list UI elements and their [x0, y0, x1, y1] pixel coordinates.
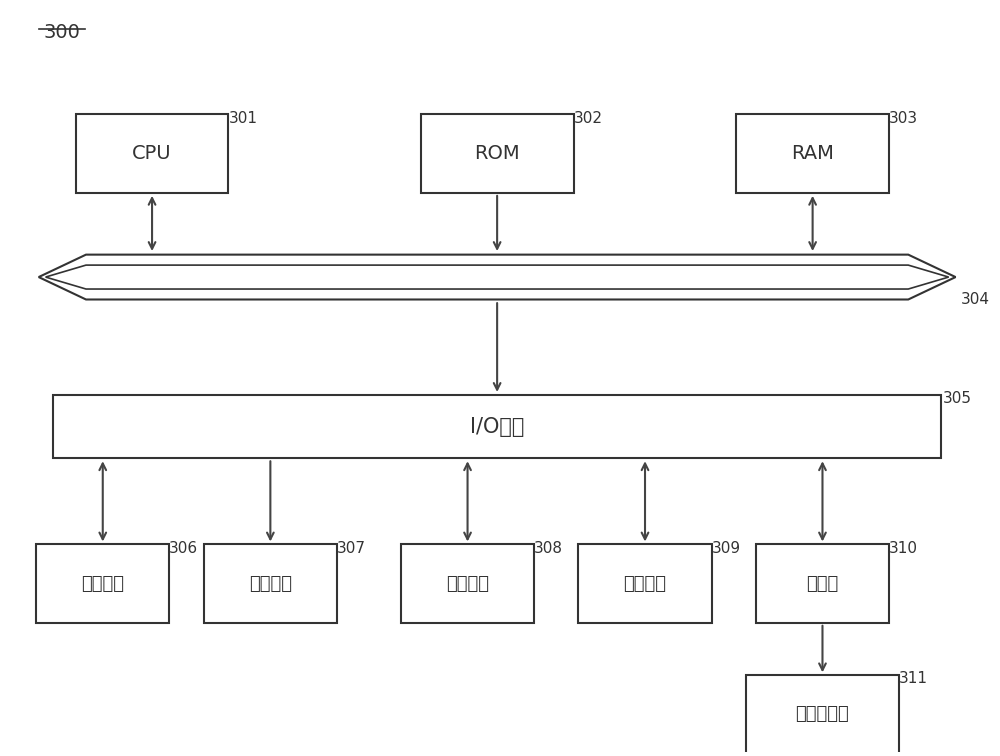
- Text: ROM: ROM: [474, 144, 520, 163]
- FancyBboxPatch shape: [578, 544, 712, 623]
- Text: 304: 304: [961, 292, 990, 307]
- Text: 300: 300: [44, 23, 80, 42]
- Text: 驱动器: 驱动器: [806, 575, 839, 593]
- Text: 301: 301: [228, 110, 257, 125]
- Text: 311: 311: [899, 671, 928, 686]
- Text: 输入部分: 输入部分: [81, 575, 124, 593]
- Text: 可拆卸介质: 可拆卸介质: [796, 705, 849, 723]
- Polygon shape: [39, 255, 956, 299]
- FancyBboxPatch shape: [53, 395, 941, 458]
- Text: 输出部分: 输出部分: [249, 575, 292, 593]
- FancyBboxPatch shape: [36, 544, 169, 623]
- Text: 308: 308: [534, 541, 563, 556]
- Text: 307: 307: [337, 541, 366, 556]
- Text: CPU: CPU: [132, 144, 172, 163]
- Text: I/O接口: I/O接口: [470, 417, 524, 437]
- FancyBboxPatch shape: [76, 114, 228, 193]
- Text: 305: 305: [943, 391, 972, 406]
- Text: 309: 309: [712, 541, 741, 556]
- Text: RAM: RAM: [791, 144, 834, 163]
- Text: 通信部分: 通信部分: [624, 575, 667, 593]
- FancyBboxPatch shape: [756, 544, 889, 623]
- Text: 303: 303: [889, 110, 918, 125]
- Polygon shape: [46, 265, 949, 289]
- Text: 306: 306: [169, 541, 198, 556]
- Text: 310: 310: [889, 541, 918, 556]
- Text: 302: 302: [574, 110, 603, 125]
- FancyBboxPatch shape: [736, 114, 889, 193]
- FancyBboxPatch shape: [746, 675, 899, 754]
- FancyBboxPatch shape: [401, 544, 534, 623]
- FancyBboxPatch shape: [421, 114, 574, 193]
- Text: 存储部分: 存储部分: [446, 575, 489, 593]
- FancyBboxPatch shape: [204, 544, 337, 623]
